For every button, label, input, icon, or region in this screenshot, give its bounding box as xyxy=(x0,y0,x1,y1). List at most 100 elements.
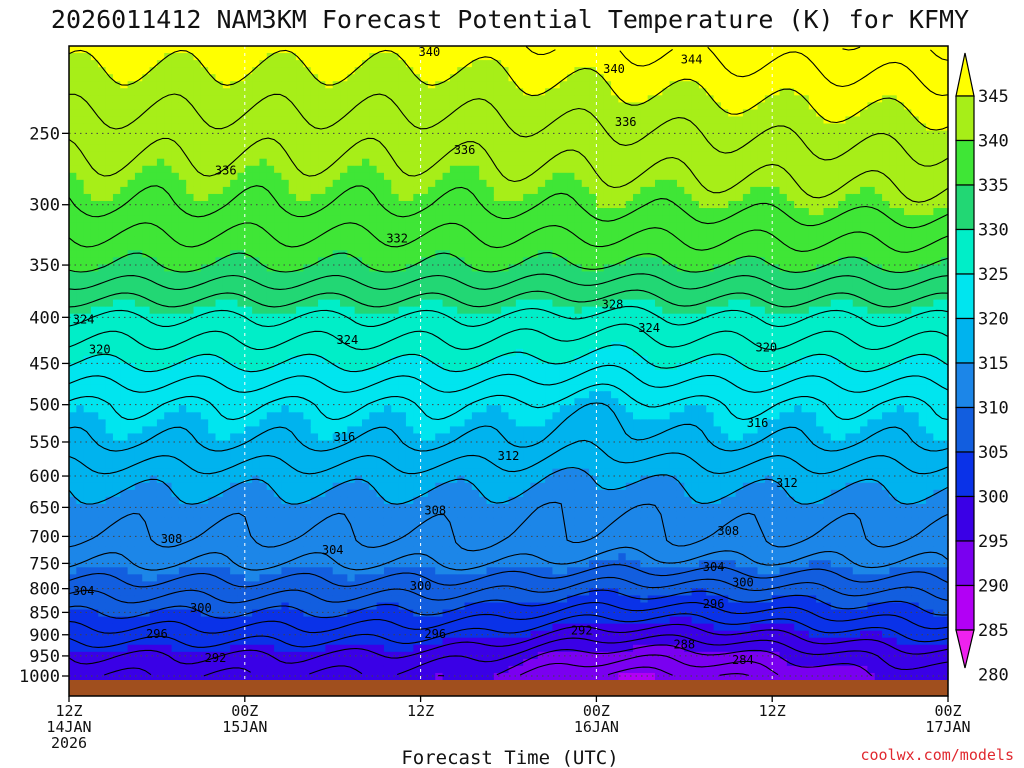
field-cell xyxy=(340,644,348,653)
field-cell xyxy=(156,208,165,216)
field-cell xyxy=(369,475,378,484)
field-cell xyxy=(405,384,414,392)
field-cell xyxy=(171,553,180,561)
field-cell xyxy=(391,102,400,110)
field-cell xyxy=(178,130,187,139)
field-cell xyxy=(464,630,473,639)
field-cell xyxy=(230,172,239,181)
field-cell xyxy=(405,229,414,237)
field-cell xyxy=(362,546,370,554)
field-cell xyxy=(208,278,217,287)
field-cell xyxy=(244,257,253,265)
field-cell xyxy=(274,257,283,265)
field-cell xyxy=(69,313,77,322)
field-cell xyxy=(413,271,422,280)
field-cell xyxy=(310,454,319,463)
field-cell xyxy=(340,461,348,470)
field-cell xyxy=(112,391,121,399)
field-cell xyxy=(383,637,392,646)
field-cell xyxy=(288,419,297,427)
field-cell xyxy=(354,264,363,273)
field-cell xyxy=(471,109,480,118)
field-cell xyxy=(142,377,151,385)
field-cell xyxy=(383,46,392,54)
field-cell xyxy=(200,468,209,477)
field-cell xyxy=(442,525,451,533)
field-cell xyxy=(230,574,239,582)
field-cell xyxy=(76,517,85,526)
field-cell xyxy=(120,616,129,625)
field-cell xyxy=(427,503,436,512)
field-cell xyxy=(457,665,466,674)
field-cell xyxy=(310,88,319,96)
field-cell xyxy=(90,637,99,646)
field-cell xyxy=(281,123,290,132)
field-cell xyxy=(142,454,151,463)
field-cell xyxy=(398,412,407,420)
field-cell xyxy=(120,433,129,442)
field-cell xyxy=(134,468,143,477)
field-cell xyxy=(252,215,261,223)
field-cell xyxy=(83,398,92,406)
field-cell xyxy=(237,454,246,463)
field-cell xyxy=(464,348,473,357)
field-cell xyxy=(69,348,77,357)
field-cell xyxy=(413,461,422,470)
field-cell xyxy=(171,67,180,75)
field-cell xyxy=(230,74,239,82)
field-cell xyxy=(340,95,348,103)
field-cell xyxy=(149,405,158,413)
field-cell xyxy=(215,116,224,125)
field-cell xyxy=(391,363,400,371)
field-cell xyxy=(230,370,239,378)
field-cell xyxy=(149,200,158,209)
field-cell xyxy=(413,186,422,195)
field-cell xyxy=(296,67,304,75)
field-cell xyxy=(405,193,414,202)
field-cell xyxy=(127,67,136,75)
field-cell xyxy=(105,257,114,265)
field-cell xyxy=(98,489,107,498)
field-cell xyxy=(332,348,341,357)
field-cell xyxy=(354,74,363,82)
field-cell xyxy=(244,510,253,519)
field-cell xyxy=(464,560,473,568)
field-cell xyxy=(171,644,180,653)
field-cell xyxy=(318,672,326,681)
field-cell xyxy=(193,560,202,568)
field-cell xyxy=(252,672,261,681)
field-cell xyxy=(288,412,297,420)
field-cell xyxy=(347,264,356,273)
field-cell xyxy=(90,377,99,385)
field-cell xyxy=(383,602,392,611)
field-cell xyxy=(340,355,348,364)
field-cell xyxy=(376,567,385,575)
field-cell xyxy=(310,609,319,618)
field-cell xyxy=(354,222,363,230)
field-cell xyxy=(332,137,341,146)
field-cell xyxy=(325,53,334,61)
field-cell xyxy=(274,496,283,505)
field-cell xyxy=(230,405,239,413)
field-cell xyxy=(274,644,283,653)
field-cell xyxy=(347,130,356,139)
field-cell xyxy=(303,426,312,435)
field-cell xyxy=(237,363,246,371)
field-cell xyxy=(98,553,107,561)
field-cell xyxy=(362,88,370,96)
field-cell xyxy=(186,285,195,294)
field-cell xyxy=(237,644,246,653)
field-cell xyxy=(405,208,414,216)
field-cell xyxy=(281,651,290,660)
field-cell xyxy=(120,391,129,399)
field-cell xyxy=(127,454,136,463)
field-cell xyxy=(178,74,187,82)
field-cell xyxy=(127,193,136,202)
field-cell xyxy=(230,517,239,526)
field-cell xyxy=(427,334,436,343)
field-cell xyxy=(156,264,165,273)
field-cell xyxy=(83,644,92,653)
field-cell xyxy=(120,74,129,82)
field-cell xyxy=(442,53,451,61)
field-cell xyxy=(464,468,473,477)
